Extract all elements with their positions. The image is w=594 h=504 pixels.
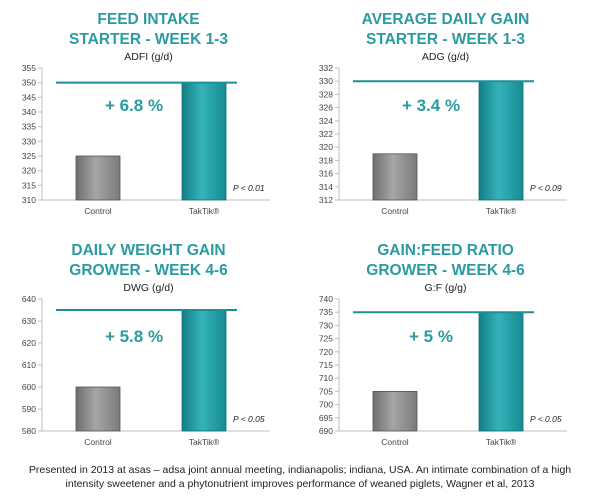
y-tick-label: 700 <box>319 400 333 410</box>
y-tick-label: 314 <box>319 182 333 192</box>
chart-plot: 312 314 316 318 320 322 324 326 328 330 332 Control… <box>319 63 567 216</box>
chart-panel-daily-weight-gain: DAILY WEIGHT GAIN GROWER - WEEK 4-6 DWG … <box>0 231 297 456</box>
y-tick-label: 324 <box>319 116 333 126</box>
y-tick-label: 326 <box>319 103 333 113</box>
x-tick-label: Control <box>381 206 409 216</box>
y-tick-label: 316 <box>319 169 333 179</box>
percent-change-annotation: + 6.8 % <box>105 96 163 115</box>
percent-change-annotation: + 5.8 % <box>105 327 163 346</box>
percent-change-annotation: + 3.4 % <box>402 96 460 115</box>
y-tick-label: 620 <box>22 338 36 348</box>
chart-panel-feed-intake: FEED INTAKE STARTER - WEEK 1-3 ADFI (g/d… <box>0 0 297 225</box>
x-tick-label: Control <box>84 206 112 216</box>
y-axis-label: G:F (g/g) <box>424 282 467 294</box>
x-tick-label: TakTik® <box>189 437 220 447</box>
y-tick-label: 715 <box>319 360 333 370</box>
bar-control <box>75 386 121 432</box>
y-axis-label: DWG (g/d) <box>123 282 174 294</box>
y-tick-label: 318 <box>319 155 333 165</box>
y-tick-label: 735 <box>319 307 333 317</box>
bar-taktik <box>181 82 227 201</box>
x-tick-label: TakTik® <box>486 437 517 447</box>
y-tick-label: 355 <box>22 63 36 73</box>
y-tick-label: 740 <box>319 294 333 304</box>
chart-subtitle: GROWER - WEEK 4-6 <box>69 262 228 279</box>
y-tick-label: 310 <box>22 195 36 205</box>
chart-plot: 580 590 600 610 620 630 640 Control TakTik® + 5.8… <box>22 294 270 447</box>
y-tick-label: 335 <box>22 122 36 132</box>
y-tick-label: 705 <box>319 386 333 396</box>
y-tick-label: 322 <box>319 129 333 139</box>
footnote-line-1: Presented in 2013 at asas – adsa joint a… <box>28 464 572 476</box>
chart-subtitle: STARTER - WEEK 1-3 <box>365 31 526 48</box>
chart-title: GAIN:FEED RATIO <box>377 242 514 259</box>
y-tick-label: 730 <box>319 320 333 330</box>
bar-taktik <box>478 311 524 432</box>
chart-title: FEED INTAKE <box>97 11 200 28</box>
chart-plot: 310 315 320 325 330 335 340 345 350 355 Control Tak… <box>22 63 270 216</box>
footnote-line-2: intensity sweetener and a phytonutrient … <box>65 478 535 490</box>
y-tick-label: 580 <box>22 426 36 436</box>
bar-control <box>372 390 418 432</box>
y-tick-label: 725 <box>319 334 333 344</box>
p-value-label: P < 0.01 <box>233 183 265 193</box>
y-tick-label: 610 <box>22 360 36 370</box>
y-tick-label: 320 <box>319 142 333 152</box>
x-tick-label: TakTik® <box>189 206 220 216</box>
chart-panel-gain-feed-ratio: GAIN:FEED RATIO GROWER - WEEK 4-6 G:F (g… <box>297 231 594 456</box>
x-tick-label: Control <box>84 437 112 447</box>
percent-change-annotation: + 5 % <box>409 327 453 346</box>
y-tick-label: 340 <box>22 107 36 117</box>
y-tick-label: 630 <box>22 316 36 326</box>
y-tick-label: 640 <box>22 294 36 304</box>
y-tick-label: 600 <box>22 382 36 392</box>
p-value-label: P < 0.05 <box>530 414 562 424</box>
p-value-label: P < 0.09 <box>530 183 562 193</box>
y-tick-label: 332 <box>319 63 333 73</box>
y-tick-label: 690 <box>319 426 333 436</box>
y-tick-label: 315 <box>22 180 36 190</box>
y-tick-label: 590 <box>22 404 36 414</box>
bar-taktik <box>478 80 524 201</box>
chart-plot: 690 695 700 705 710 715 720 725 730 735 740 Control… <box>319 294 567 447</box>
y-axis-label: ADFI (g/d) <box>124 51 173 63</box>
y-tick-label: 350 <box>22 78 36 88</box>
p-value-label: P < 0.05 <box>233 414 265 424</box>
y-tick-label: 345 <box>22 92 36 102</box>
bar-control <box>372 153 418 201</box>
chart-title: AVERAGE DAILY GAIN <box>361 11 530 28</box>
chart-subtitle: GROWER - WEEK 4-6 <box>366 262 525 279</box>
y-axis-label: ADG (g/d) <box>421 51 470 63</box>
y-tick-label: 328 <box>319 89 333 99</box>
chart-panel-average-daily-gain: AVERAGE DAILY GAIN STARTER - WEEK 1-3 AD… <box>297 0 594 225</box>
y-tick-label: 695 <box>319 413 333 423</box>
y-tick-label: 312 <box>319 195 333 205</box>
y-tick-label: 330 <box>22 136 36 146</box>
x-tick-label: TakTik® <box>486 206 517 216</box>
y-tick-label: 320 <box>22 166 36 176</box>
y-tick-label: 710 <box>319 373 333 383</box>
chart-title: DAILY WEIGHT GAIN <box>71 242 226 259</box>
source-footnote: Presented in 2013 at asas – adsa joint a… <box>20 463 580 491</box>
y-tick-label: 325 <box>22 151 36 161</box>
bar-taktik <box>181 309 227 432</box>
x-tick-label: Control <box>381 437 409 447</box>
bar-control <box>75 155 121 201</box>
chart-subtitle: STARTER - WEEK 1-3 <box>68 31 229 48</box>
y-tick-label: 720 <box>319 347 333 357</box>
y-tick-label: 330 <box>319 76 333 86</box>
